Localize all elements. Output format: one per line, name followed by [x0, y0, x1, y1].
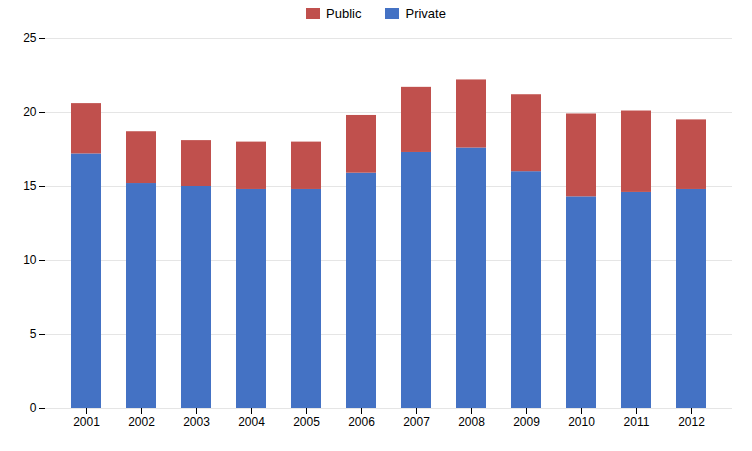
svg-text:2012: 2012 — [678, 415, 705, 429]
svg-text:20: 20 — [23, 105, 37, 119]
svg-text:25: 25 — [23, 31, 37, 45]
html-text:Public: Public — [326, 6, 362, 21]
svg-text:2003: 2003 — [183, 415, 210, 429]
svg-text:2001: 2001 — [73, 415, 100, 429]
svg-text:10: 10 — [23, 253, 37, 267]
svg-text:2010: 2010 — [568, 415, 595, 429]
svg-text:2006: 2006 — [348, 415, 375, 429]
svg-text:2011: 2011 — [624, 415, 650, 429]
svg-text:2005: 2005 — [293, 415, 320, 429]
svg-text:2007: 2007 — [403, 415, 430, 429]
svg-text:15: 15 — [23, 179, 37, 193]
svg-text:2004: 2004 — [238, 415, 265, 429]
svg-text:0: 0 — [30, 401, 37, 415]
html-text:Private: Private — [405, 6, 446, 21]
svg-text:2008: 2008 — [458, 415, 485, 429]
svg-text:5: 5 — [30, 327, 37, 341]
svg-text:2009: 2009 — [513, 415, 540, 429]
svg-text:2002: 2002 — [128, 415, 155, 429]
